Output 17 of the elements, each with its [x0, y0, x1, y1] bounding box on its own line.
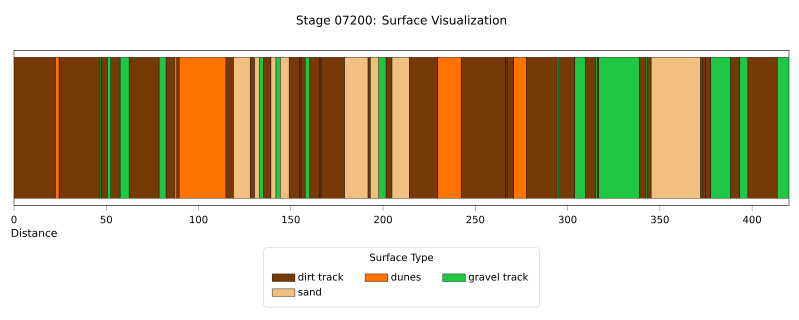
legend-label: gravel track: [468, 272, 528, 283]
x-tick-label: 0: [12, 216, 17, 224]
legend-label: sand: [298, 288, 321, 296]
x-tick-label: 300: [558, 216, 576, 224]
x-axis-title: Distance: [12, 228, 57, 237]
chart-title: Stage 07200: Surface Visualization: [296, 15, 506, 27]
legend-label: dirt track: [298, 272, 344, 281]
legend-title: Surface Type: [370, 253, 434, 264]
x-tick-label: 250: [466, 216, 484, 224]
x-tick-label: 100: [190, 216, 208, 224]
legend-label: dunes: [391, 272, 421, 281]
bar: [650, 57, 701, 198]
x-tick-label: 50: [100, 216, 112, 224]
x-tick-label: 200: [374, 216, 392, 224]
x-tick-label: 150: [282, 216, 300, 224]
x-tick-label: 400: [743, 216, 761, 224]
x-tick-label: 350: [651, 216, 669, 224]
